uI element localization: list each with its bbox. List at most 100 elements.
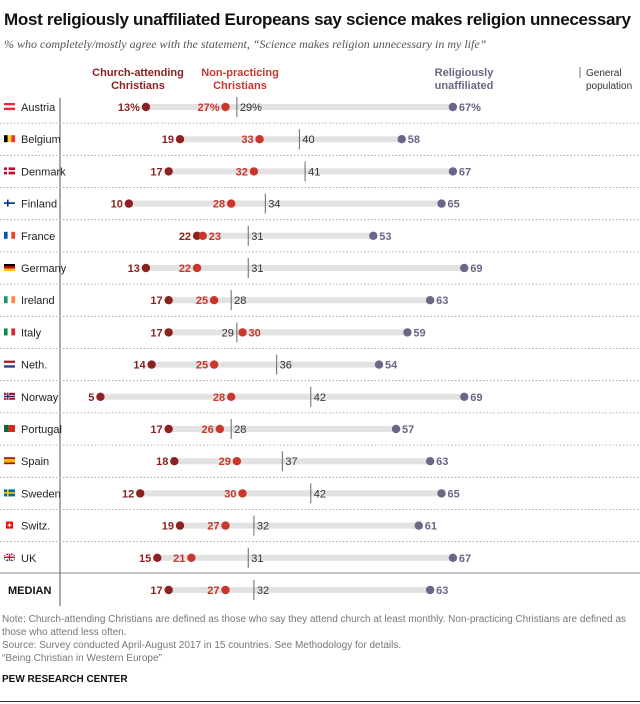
nonpracticing-value: 32 [236, 166, 248, 178]
church-dot [164, 328, 173, 337]
unaffiliated-value: 53 [379, 231, 391, 243]
nonpracticing-dot [226, 199, 236, 208]
church-dot [164, 424, 173, 434]
flag-part [4, 328, 8, 336]
row-austria [4, 97, 458, 117]
row-neth [4, 354, 384, 375]
nonpracticing-value: 27 [207, 521, 219, 533]
country-label: Spain [21, 456, 49, 468]
country-label: Portugal [21, 424, 62, 436]
church-dot [96, 392, 105, 401]
nonpracticing-value: 25 [196, 360, 208, 372]
legend-unaffiliated-line2: unaffiliated [435, 80, 494, 92]
country-label: France [21, 231, 55, 243]
church-value: 17 [150, 295, 162, 307]
row-switz [6, 515, 423, 536]
nonpracticing-dot [226, 392, 236, 401]
church-dot [141, 102, 151, 112]
unaffiliated-value: 63 [436, 456, 448, 468]
general-population-value: 40 [302, 134, 314, 146]
church-dot [170, 457, 179, 466]
general-population-value: 32 [257, 585, 269, 597]
flag-part [7, 231, 12, 239]
nonpracticing-value: 25 [196, 295, 208, 307]
row-norway [4, 386, 469, 407]
general-population-value: 34 [268, 199, 280, 211]
flag-part [4, 202, 15, 204]
unaffiliated-value: 54 [385, 360, 398, 372]
nonpracticing-dot [187, 553, 196, 562]
flag-part [11, 231, 16, 239]
flag-part [11, 328, 16, 336]
country-label: Neth. [21, 360, 47, 372]
church-dot [175, 135, 185, 144]
church-value: 17 [150, 585, 162, 597]
legend-general-line2: population [586, 81, 632, 92]
unaffiliated-dot [448, 102, 458, 112]
unaffiliated-dot [374, 360, 384, 369]
row-sweden [4, 483, 446, 504]
nonpracticing-dot [232, 457, 242, 466]
unaffiliated-dot [425, 585, 435, 595]
flag-part [4, 107, 15, 111]
church-dot [153, 553, 162, 562]
row-uk [3, 547, 458, 568]
unaffiliated-value: 61 [425, 521, 437, 533]
general-population-value: 42 [314, 392, 326, 404]
nonpracticing-value: 30 [249, 327, 261, 339]
median-row [164, 580, 435, 600]
unaffiliated-dot [460, 263, 469, 273]
nonpracticing-value: 26 [202, 424, 214, 436]
report-title: “Being Christian in Western Europe” [2, 653, 162, 664]
unaffiliated-value: 69 [470, 263, 482, 275]
church-dot [164, 585, 173, 595]
general-population-value: 31 [251, 263, 263, 275]
row-spain [4, 451, 435, 472]
flag-part [4, 231, 8, 239]
unaffiliated-dot [448, 167, 458, 176]
general-population-value: 28 [234, 295, 246, 307]
unaffiliated-value: 67 [459, 166, 471, 178]
unaffiliated-value: 57 [402, 424, 414, 436]
country-label: UK [21, 553, 37, 565]
nonpracticing-dot [198, 231, 207, 240]
flag-part [7, 296, 12, 304]
church-value: 12 [122, 488, 134, 500]
row-france [4, 225, 378, 246]
general-population-value: 37 [285, 456, 297, 468]
unaffiliated-dot [397, 135, 406, 144]
nonpracticing-value: 29 [219, 456, 231, 468]
church-value: 17 [150, 424, 162, 436]
nonpracticing-dot [221, 102, 230, 112]
unaffiliated-dot [369, 231, 378, 240]
country-label: Norway [21, 392, 59, 404]
general-population-value: 28 [234, 424, 246, 436]
church-value: 17 [150, 327, 162, 339]
country-label: Finland [21, 199, 57, 211]
source-text: Source: Survey conducted April-August 20… [2, 640, 402, 651]
unaffiliated-value: 59 [413, 327, 425, 339]
nonpracticing-dot [238, 328, 247, 337]
church-value: 15 [139, 553, 151, 565]
church-dot [164, 296, 173, 305]
flag-part [4, 105, 15, 108]
country-label: Belgium [21, 134, 61, 146]
chart-subtitle: % who completely/mostly agree with the s… [4, 37, 487, 51]
flag-part [4, 492, 15, 494]
nonpracticing-value: 28 [213, 392, 225, 404]
nonpracticing-dot [249, 167, 259, 176]
unaffiliated-dot [437, 489, 446, 498]
row-finland [4, 193, 446, 214]
legend-general-line1: General [586, 68, 622, 79]
flag-part [4, 296, 8, 304]
nonpracticing-dot [209, 296, 219, 305]
flag-part [11, 296, 16, 304]
nonpracticing-value: 30 [224, 488, 236, 500]
general-population-value: 32 [257, 521, 269, 533]
unaffiliated-value: 67% [459, 102, 481, 114]
flag-part [4, 365, 15, 368]
nonpracticing-dot [221, 585, 230, 595]
unaffiliated-value: 65 [448, 488, 460, 500]
flag-part [4, 264, 15, 267]
